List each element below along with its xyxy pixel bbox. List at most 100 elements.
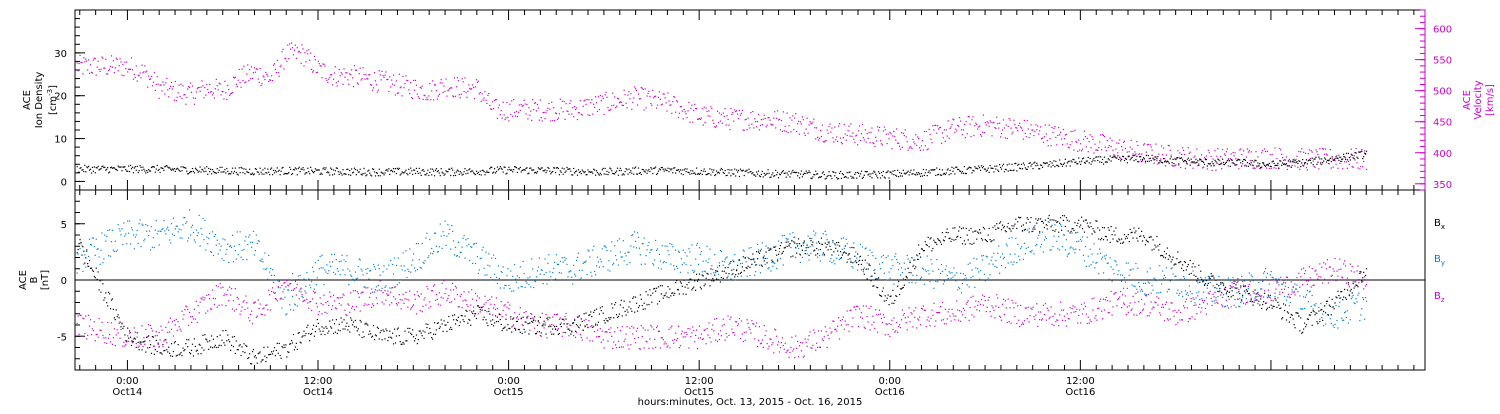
bz-point	[477, 295, 478, 296]
velocity-point	[991, 135, 992, 136]
by-point	[424, 260, 425, 261]
velocity-point	[1145, 162, 1146, 163]
velocity-point	[1019, 123, 1020, 124]
velocity-point	[844, 124, 845, 125]
velocity-point	[1189, 153, 1190, 154]
density-point	[394, 171, 395, 172]
velocity-point	[121, 75, 122, 76]
by-point	[927, 255, 928, 256]
by-point	[952, 277, 953, 278]
velocity-point	[615, 107, 616, 108]
by-point	[880, 268, 881, 269]
velocity-point	[1177, 150, 1178, 151]
by-point	[961, 292, 962, 293]
velocity-point	[132, 69, 133, 70]
bz-point	[295, 281, 296, 282]
velocity-point	[152, 85, 153, 86]
density-point	[225, 172, 226, 173]
bz-point	[212, 289, 213, 290]
by-point	[743, 250, 744, 251]
density-point	[366, 174, 367, 175]
velocity-point	[807, 133, 808, 134]
by-point	[103, 258, 104, 259]
bz-point	[389, 304, 390, 305]
bz-point	[448, 295, 449, 296]
density-point	[1253, 165, 1254, 166]
bz-point	[316, 303, 317, 304]
velocity-point	[933, 129, 934, 130]
bz-point	[199, 312, 200, 313]
by-point	[108, 255, 109, 256]
density-point	[1278, 168, 1279, 169]
velocity-point	[324, 66, 325, 67]
by-point	[519, 277, 520, 278]
velocity-point	[927, 149, 928, 150]
density-point	[1020, 168, 1021, 169]
density-point	[958, 169, 959, 170]
bz-point	[410, 309, 411, 310]
by-point	[916, 275, 917, 276]
by-point	[312, 267, 313, 268]
by-point	[197, 235, 198, 236]
density-point	[1090, 158, 1091, 159]
by-point	[761, 249, 762, 250]
bz-point	[486, 311, 487, 312]
bz-point	[232, 308, 233, 309]
bz-point	[346, 315, 347, 316]
velocity-point	[820, 130, 821, 131]
velocity-point	[809, 121, 810, 122]
velocity-point	[1059, 134, 1060, 135]
velocity-point	[339, 69, 340, 70]
by-point	[1143, 283, 1144, 284]
velocity-point	[131, 57, 132, 58]
velocity-point	[1023, 139, 1024, 140]
bz-point	[320, 297, 321, 298]
by-point	[517, 275, 518, 276]
velocity-point	[600, 95, 601, 96]
bz-point	[357, 291, 358, 292]
density-point	[374, 171, 375, 172]
velocity-point	[279, 76, 280, 77]
velocity-point	[1315, 149, 1316, 150]
velocity-point	[758, 114, 759, 115]
velocity-point	[707, 115, 708, 116]
velocity-point	[567, 111, 568, 112]
bz-point	[202, 297, 203, 298]
velocity-point	[379, 70, 380, 71]
by-point	[107, 230, 108, 231]
by-point	[830, 258, 831, 259]
bz-point	[88, 315, 89, 316]
by-point	[1321, 317, 1322, 318]
velocity-point	[111, 55, 112, 56]
by-point	[1105, 258, 1106, 259]
by-point	[525, 281, 526, 282]
by-point	[496, 277, 497, 278]
velocity-point	[1047, 140, 1048, 141]
density-point	[888, 177, 889, 178]
velocity-point	[724, 116, 725, 117]
bz-point	[93, 330, 94, 331]
density-point	[180, 166, 181, 167]
by-point	[1045, 236, 1046, 237]
bz-point	[315, 292, 316, 293]
density-point	[288, 172, 289, 173]
velocity-point	[1051, 127, 1052, 128]
velocity-point	[1011, 133, 1012, 134]
velocity-point	[808, 124, 809, 125]
velocity-point	[196, 91, 197, 92]
density-point	[948, 168, 949, 169]
density-point	[690, 170, 691, 171]
bz-point	[424, 297, 425, 298]
by-point	[425, 237, 426, 238]
density-point	[1151, 160, 1152, 161]
density-point	[679, 171, 680, 172]
by-point	[754, 275, 755, 276]
by-point	[536, 276, 537, 277]
bz-point	[151, 328, 152, 329]
velocity-point	[323, 64, 324, 65]
by-point	[120, 234, 121, 235]
velocity-point	[921, 145, 922, 146]
by-point	[1339, 302, 1340, 303]
density-point	[92, 167, 93, 168]
velocity-point	[965, 137, 966, 138]
